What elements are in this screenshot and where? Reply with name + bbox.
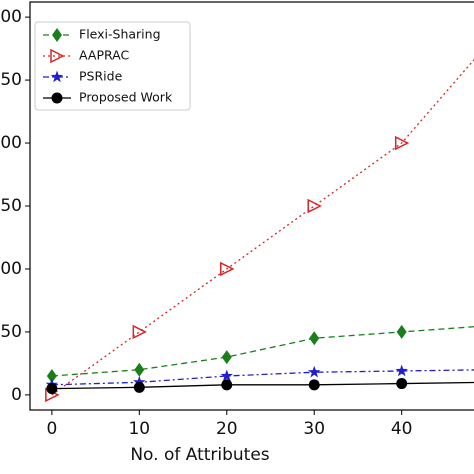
marker [133,375,146,388]
marker [133,381,145,393]
marker [221,350,232,365]
marker [394,135,410,151]
y-tick-label: 0 [11,385,22,405]
x-tick-label: 30 [303,419,325,439]
marker [132,324,147,340]
marker [50,48,65,64]
x-tick-label: 10 [128,419,150,439]
marker [50,70,64,83]
x-tick-label: 40 [391,419,413,439]
legend-box [34,21,191,111]
y-tick-label: 250 [0,70,22,90]
x-tick-label: 0 [46,419,57,439]
y-tick-label: 300 [0,7,22,27]
y-tick-label: 50 [0,322,22,342]
marker [46,383,58,395]
marker [134,362,145,377]
marker [396,324,407,339]
marker [220,369,233,382]
y-tick-label: 100 [0,259,22,279]
marker [221,379,233,391]
marker [395,364,408,377]
y-tick-label: 150 [0,196,22,216]
legend-label: Proposed Work [79,90,173,105]
x-tick-label: 20 [216,419,238,439]
marker [308,379,320,391]
series-line [51,326,474,377]
marker [46,369,57,383]
legend-label: AAPRAC [79,48,129,63]
marker [51,92,63,104]
legend-label: Flexi-Sharing [79,27,161,42]
marker [308,365,321,378]
marker [309,331,320,346]
series-line [51,381,474,390]
marker [52,28,62,42]
marker [307,198,322,214]
series-line [51,369,474,386]
marker [220,261,235,277]
x-axis-label: No. of Attributes [130,445,269,465]
marker [396,378,408,390]
legend-label: PSRide [79,69,123,84]
y-tick-label: 200 [0,133,22,153]
